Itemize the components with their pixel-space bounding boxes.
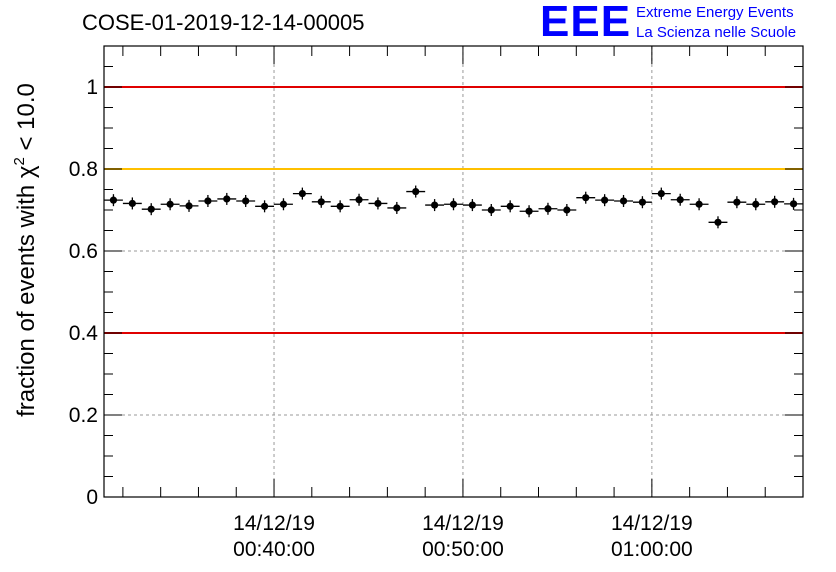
data-point (714, 218, 722, 226)
data-point (393, 204, 401, 212)
x-tick-time-label: 00:50:00 (422, 538, 504, 561)
data-point (128, 199, 136, 208)
data-point (657, 190, 665, 198)
data-point (317, 198, 325, 206)
chart-title: COSE-01-2019-12-14-00005 (82, 10, 365, 35)
y-tick-label: 0.4 (69, 322, 99, 345)
eee-logo-mark: EEE (540, 0, 632, 46)
data-point (374, 199, 382, 208)
data-point (733, 198, 741, 206)
data-point (223, 195, 231, 203)
y-tick-label: 0.2 (69, 404, 98, 427)
data-point (506, 202, 514, 210)
data-point (582, 194, 590, 202)
logo-line-1: Extreme Energy Events (636, 4, 794, 21)
plot-frame (103, 45, 804, 498)
y-axis-title-tail: < 10.0 (13, 83, 40, 157)
data-point (147, 205, 155, 213)
x-tick-date-label: 14/12/19 (611, 512, 693, 535)
data-point (185, 202, 193, 210)
data-point (279, 200, 288, 208)
data-point (412, 187, 420, 196)
data-point (676, 196, 684, 204)
y-tick-label: 0.6 (69, 240, 98, 263)
x-tick-date-label: 14/12/19 (422, 512, 504, 535)
data-point (431, 201, 439, 209)
data-point (789, 200, 798, 208)
y-axis-title: fraction of events with χ2 < 10.0 (11, 83, 40, 417)
data-point (242, 197, 250, 205)
data-point (355, 196, 363, 204)
data-point (601, 196, 609, 204)
data-point (544, 205, 552, 213)
x-tick-time-label: 01:00:00 (611, 538, 693, 561)
y-tick-label: 0 (86, 486, 98, 509)
data-point (752, 200, 760, 208)
data-point (298, 190, 306, 198)
data-point (109, 196, 118, 204)
data-point (771, 198, 779, 206)
y-axis-title-exponent: 2 (11, 157, 28, 165)
eee-logo: EEE Extreme Energy Events La Scienza nel… (540, 0, 830, 46)
data-point (449, 200, 458, 208)
data-point (695, 200, 703, 208)
data-point (204, 197, 212, 205)
data-point (468, 201, 476, 209)
y-axis-title-text: fraction of events with (13, 178, 40, 417)
y-tick-label: 0.8 (69, 158, 98, 181)
data-point (563, 206, 571, 214)
data-point (487, 206, 495, 214)
data-point (336, 202, 344, 210)
logo-line-2: La Scienza nelle Scuole (636, 24, 797, 41)
y-axis-title-symbol: χ (13, 165, 40, 178)
data-point (638, 198, 647, 206)
data-point (525, 207, 533, 215)
data-point (260, 202, 269, 210)
y-tick-label: 1 (86, 76, 98, 99)
x-tick-time-label: 00:40:00 (233, 538, 315, 561)
data-point (166, 200, 174, 208)
x-tick-date-label: 14/12/19 (233, 512, 315, 535)
data-point (619, 197, 628, 205)
